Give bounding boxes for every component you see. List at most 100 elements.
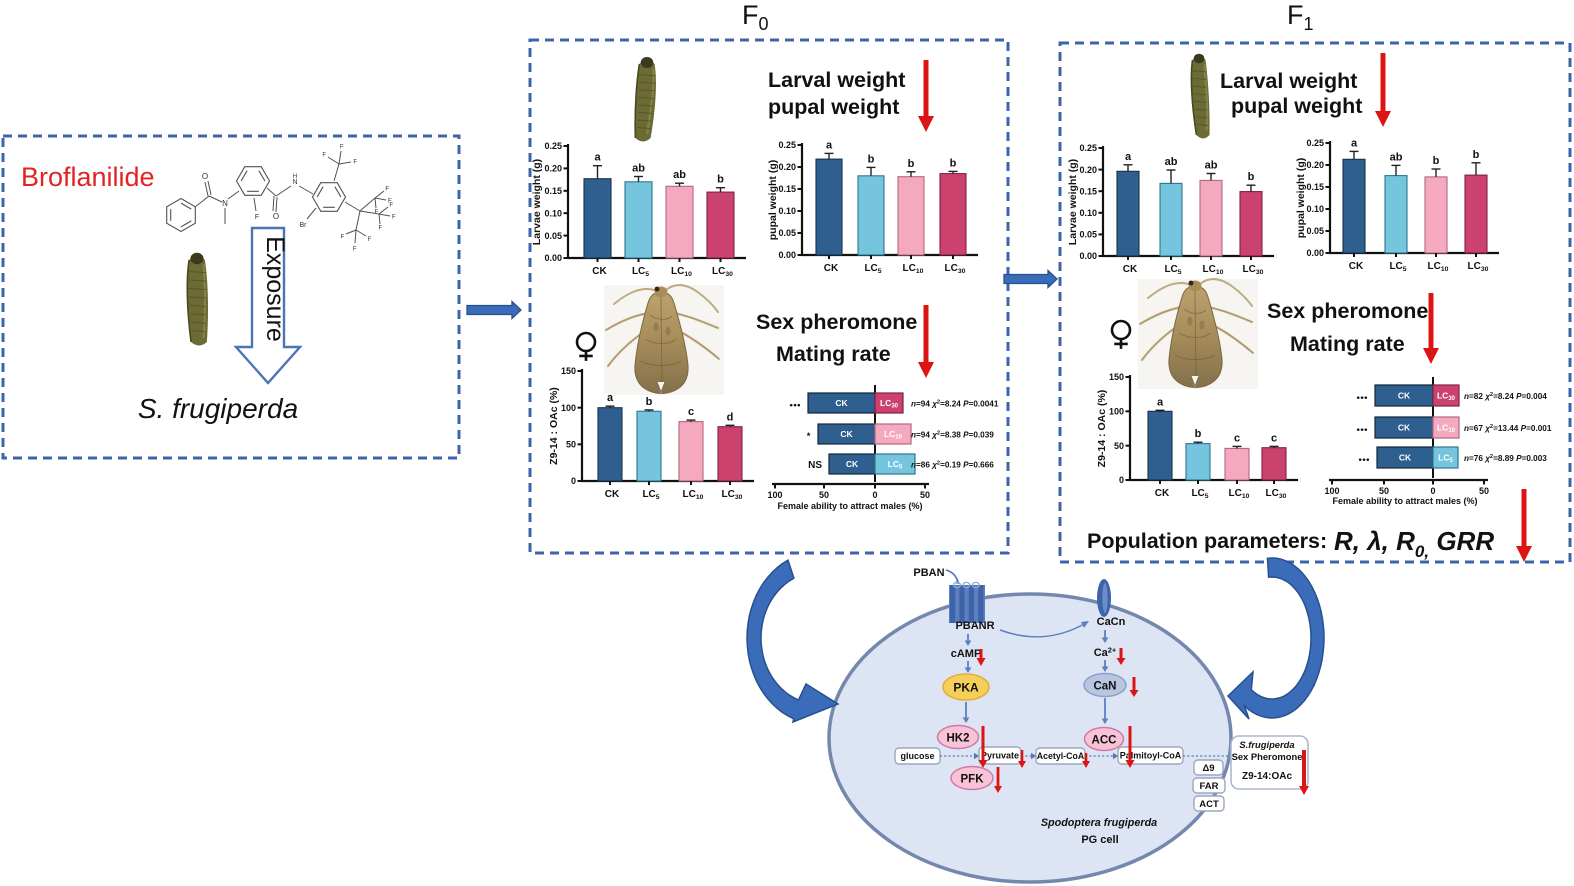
svg-text:0.15: 0.15 xyxy=(544,186,562,196)
svg-text:Sex pheromone: Sex pheromone xyxy=(756,310,917,334)
svg-text:Δ9: Δ9 xyxy=(1202,763,1214,774)
svg-text:0: 0 xyxy=(872,490,877,500)
svg-text:LC5: LC5 xyxy=(864,263,881,275)
svg-text:50: 50 xyxy=(1379,486,1389,496)
svg-text:0.00: 0.00 xyxy=(778,250,796,260)
svg-text:F: F xyxy=(255,214,259,221)
svg-text:F: F xyxy=(368,237,372,243)
svg-text:50: 50 xyxy=(819,490,829,500)
svg-text:50: 50 xyxy=(920,490,930,500)
svg-text:F: F xyxy=(322,153,326,159)
svg-text:CK: CK xyxy=(824,263,839,274)
svg-text:PBAN: PBAN xyxy=(913,567,944,579)
svg-text:pupal weight: pupal weight xyxy=(1231,94,1362,118)
svg-text:F: F xyxy=(392,215,396,221)
svg-text:0.10: 0.10 xyxy=(1306,204,1324,214)
svg-text:pupal weight (g): pupal weight (g) xyxy=(767,160,779,241)
svg-text:100: 100 xyxy=(767,490,782,500)
svg-text:pupal weight: pupal weight xyxy=(768,95,899,119)
svg-text:CaCn: CaCn xyxy=(1097,616,1126,628)
svg-text:CK: CK xyxy=(846,459,859,469)
svg-text:0: 0 xyxy=(1119,475,1124,485)
svg-text:50: 50 xyxy=(1114,441,1124,451)
svg-text:0.00: 0.00 xyxy=(1306,248,1324,258)
svg-text:150: 150 xyxy=(1109,372,1124,382)
svg-text:N: N xyxy=(292,179,297,186)
svg-text:c: c xyxy=(1271,432,1277,444)
svg-text:0.10: 0.10 xyxy=(1079,208,1097,218)
svg-text:0.25: 0.25 xyxy=(1079,143,1097,153)
svg-text:cAMP: cAMP xyxy=(951,648,982,660)
svg-text:50: 50 xyxy=(1479,486,1489,496)
svg-text:Palmitoyl-CoA: Palmitoyl-CoA xyxy=(1120,751,1182,761)
svg-text:b: b xyxy=(717,174,724,186)
svg-text:d: d xyxy=(727,411,734,423)
svg-text:100: 100 xyxy=(1324,486,1339,496)
svg-text:CK: CK xyxy=(1123,264,1138,275)
svg-text:Br: Br xyxy=(300,222,308,229)
svg-text:a: a xyxy=(1125,151,1132,163)
svg-text:Z9-14 : OAc (%): Z9-14 : OAc (%) xyxy=(548,387,560,465)
svg-text:b: b xyxy=(1248,171,1255,183)
svg-text:b: b xyxy=(646,396,653,408)
svg-text:0.20: 0.20 xyxy=(544,164,562,174)
svg-text:F: F xyxy=(375,210,379,216)
svg-text:Broflanilide: Broflanilide xyxy=(21,162,155,192)
svg-text:LC5: LC5 xyxy=(888,459,903,471)
svg-text:Female ability to attract male: Female ability to attract males (%) xyxy=(1332,496,1477,506)
svg-text:n=82 χ2=8.24 P=0.004: n=82 χ2=8.24 P=0.004 xyxy=(1464,392,1547,401)
svg-text:0.05: 0.05 xyxy=(778,228,796,238)
svg-text:ab: ab xyxy=(1205,159,1218,171)
svg-text:LC5: LC5 xyxy=(632,266,649,278)
svg-text:F: F xyxy=(388,199,392,205)
svg-text:0.20: 0.20 xyxy=(778,162,796,172)
svg-text:*: * xyxy=(807,431,811,442)
svg-text:100: 100 xyxy=(561,403,576,413)
svg-text:S.frugiperda: S.frugiperda xyxy=(1239,739,1294,750)
svg-text:CK: CK xyxy=(592,266,607,277)
svg-text:a: a xyxy=(826,139,833,151)
svg-text:Larval weight: Larval weight xyxy=(768,68,905,92)
svg-text:CK: CK xyxy=(1399,453,1412,463)
svg-text:F: F xyxy=(385,187,389,193)
svg-text:b: b xyxy=(1195,428,1202,440)
svg-text:c: c xyxy=(688,406,694,418)
svg-text:CK: CK xyxy=(1398,423,1411,433)
svg-text:0.05: 0.05 xyxy=(544,231,562,241)
svg-text:HK2: HK2 xyxy=(946,733,969,745)
svg-text:CK: CK xyxy=(840,429,853,439)
svg-text:Pyruvate: Pyruvate xyxy=(981,751,1019,761)
svg-text:pupal weight (g): pupal weight (g) xyxy=(1295,158,1307,239)
svg-text:CaN: CaN xyxy=(1093,681,1116,693)
svg-text:0.25: 0.25 xyxy=(778,140,796,150)
svg-text:0.05: 0.05 xyxy=(1079,230,1097,240)
svg-text:0.15: 0.15 xyxy=(1306,182,1324,192)
svg-text:F: F xyxy=(353,247,357,253)
svg-text:LC5: LC5 xyxy=(1164,264,1181,276)
svg-text:a: a xyxy=(1157,396,1164,408)
svg-text:n=76 χ2=8.89 P=0.003: n=76 χ2=8.89 P=0.003 xyxy=(1464,454,1547,463)
svg-text:F: F xyxy=(389,203,393,209)
svg-text:O: O xyxy=(273,212,279,221)
svg-text:CK: CK xyxy=(1398,391,1411,401)
svg-text:F: F xyxy=(353,159,357,165)
svg-text:F: F xyxy=(341,234,345,240)
svg-text:a: a xyxy=(1351,137,1358,149)
svg-text:Larval weight: Larval weight xyxy=(1220,69,1357,93)
svg-text:0.10: 0.10 xyxy=(544,208,562,218)
svg-text:•••: ••• xyxy=(1359,455,1371,466)
svg-text:CK: CK xyxy=(1155,488,1170,499)
svg-text:R, λ, R0, GRR: R, λ, R0, GRR xyxy=(1334,526,1494,561)
svg-text:b: b xyxy=(868,153,875,165)
svg-text:0.10: 0.10 xyxy=(778,206,796,216)
svg-text:Larvae weight (g): Larvae weight (g) xyxy=(531,159,543,245)
svg-text:0.15: 0.15 xyxy=(1079,186,1097,196)
svg-text:CK: CK xyxy=(835,398,848,408)
svg-text:CK: CK xyxy=(605,489,620,500)
svg-text:S. frugiperda: S. frugiperda xyxy=(138,393,298,424)
svg-text:Sex Pheromone: Sex Pheromone xyxy=(1232,751,1303,762)
svg-text:Sex pheromone: Sex pheromone xyxy=(1267,299,1428,323)
svg-text:ab: ab xyxy=(673,169,686,181)
svg-text:•••: ••• xyxy=(790,400,802,411)
svg-text:100: 100 xyxy=(1109,407,1124,417)
